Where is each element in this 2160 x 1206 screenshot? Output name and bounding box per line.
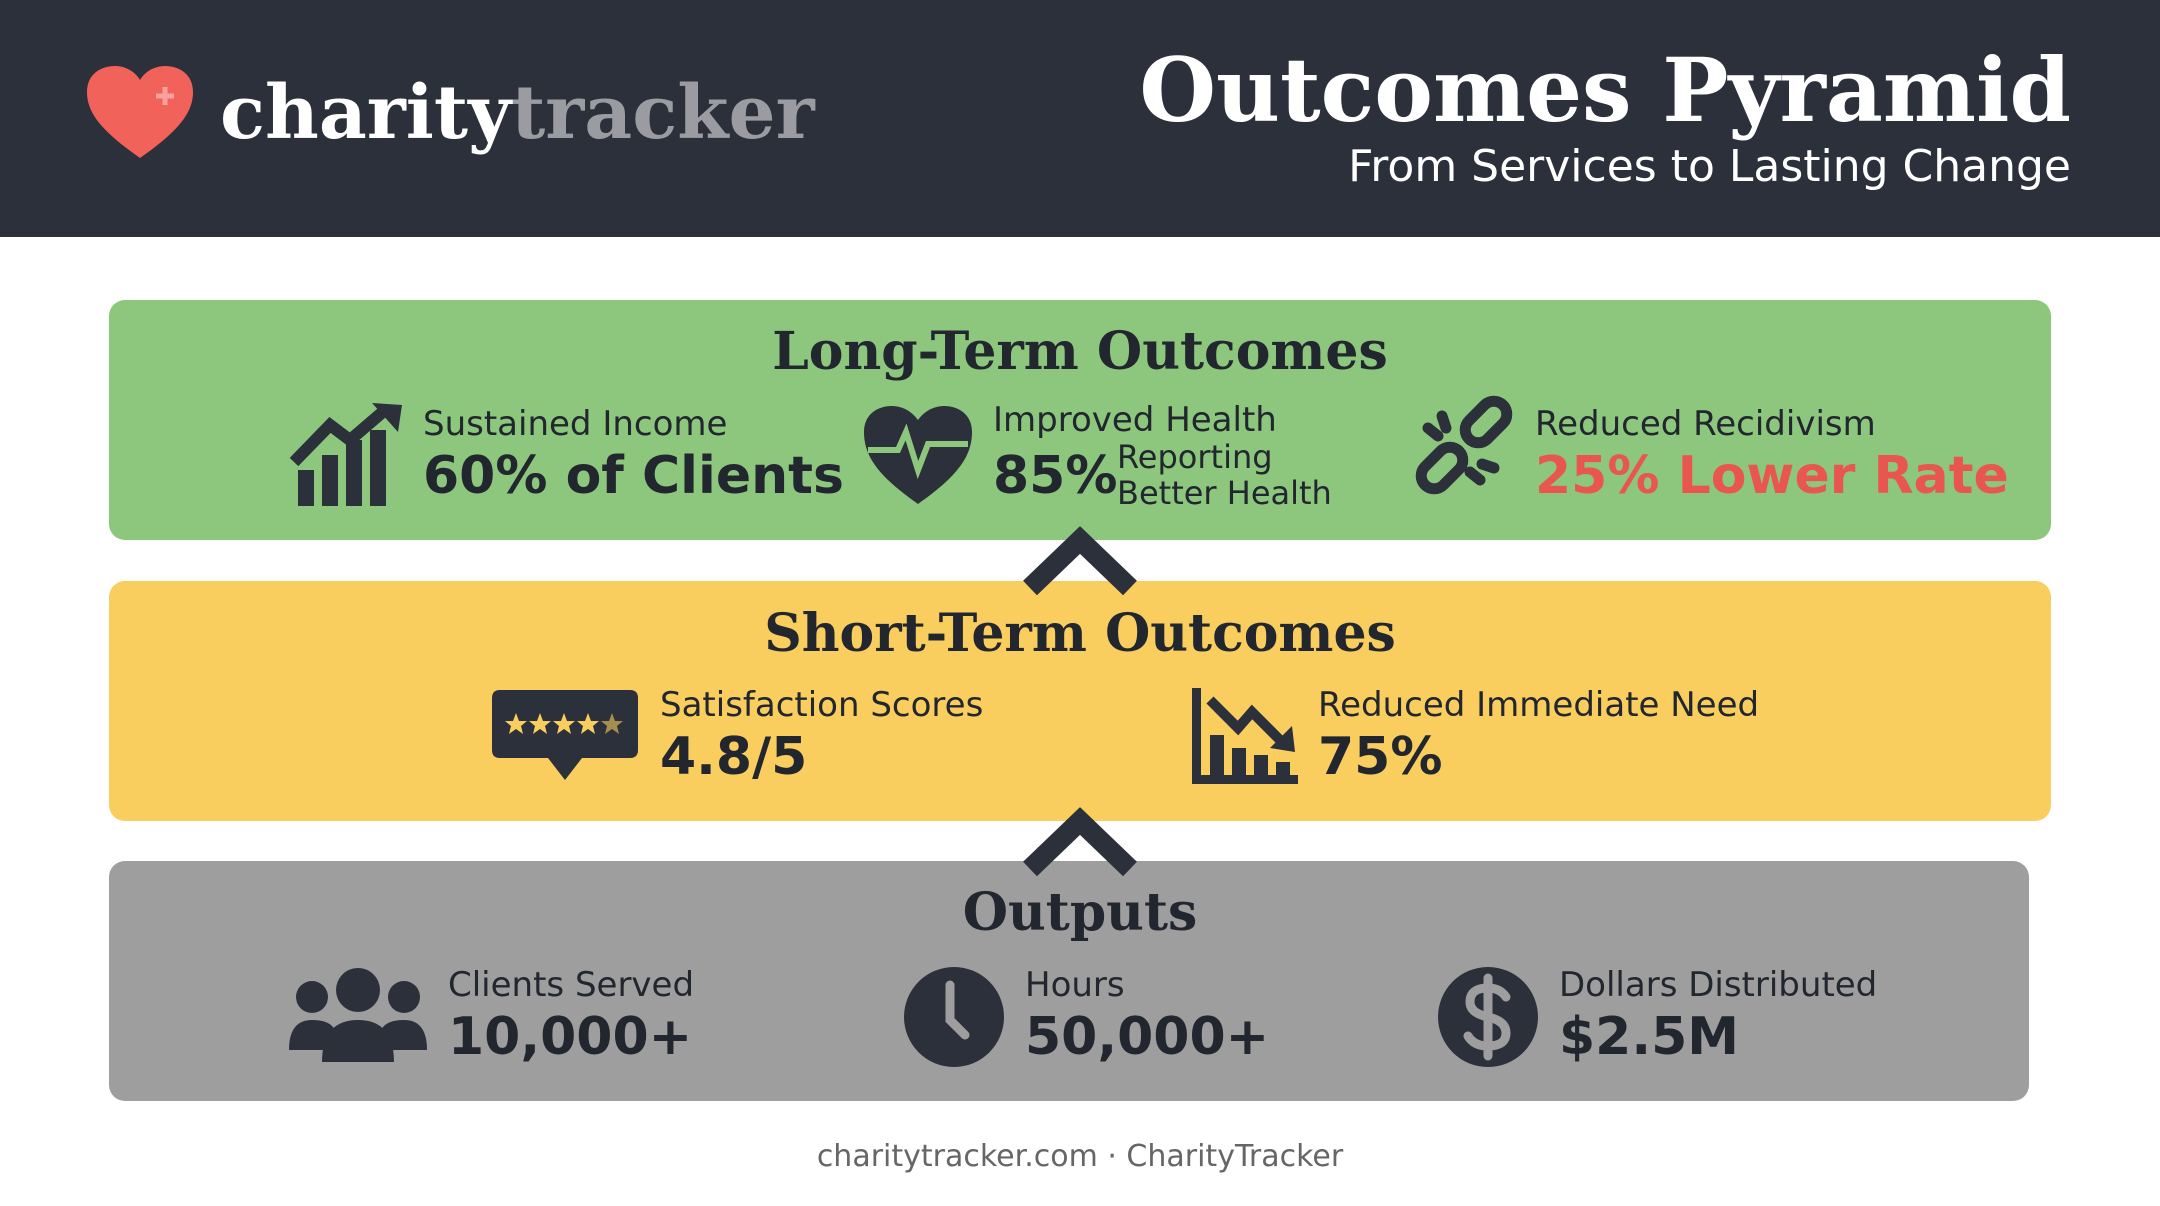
tier-band — [109, 861, 2029, 1101]
tier-title: Outputs — [963, 882, 1198, 943]
logo-part: tracker — [511, 70, 816, 156]
decline-icon — [1192, 688, 1298, 784]
item-value: $2.5M — [1559, 1007, 1739, 1067]
item-value: 10,000+ — [448, 1007, 692, 1067]
item-value: 60% of Clients — [423, 446, 844, 506]
item-value: 25% Lower Rate — [1535, 446, 2009, 506]
chevron — [1023, 807, 1137, 877]
item-label: Improved Health — [993, 400, 1277, 440]
page-title: Outcomes Pyramid — [1139, 38, 2071, 142]
page-subtitle: From Services to Lasting Change — [1348, 141, 2071, 192]
broken-chain-icon — [1415, 395, 1513, 495]
tier-band — [109, 581, 2051, 821]
item-label: Reduced Recidivism — [1535, 404, 1876, 444]
tier-title: Long-Term Outcomes — [772, 321, 1388, 382]
clock-icon — [904, 967, 1004, 1067]
people-icon — [289, 968, 427, 1062]
logo-text: charitytracker — [220, 70, 816, 156]
item-label: Hours — [1025, 965, 1125, 1005]
item-value: 85% — [993, 446, 1117, 506]
item-value: 75% — [1318, 727, 1442, 787]
growth-icon — [289, 403, 402, 506]
item-label: Sustained Income — [423, 404, 727, 444]
rating-icon — [492, 690, 638, 780]
tier-title: Short-Term Outcomes — [764, 603, 1396, 664]
item-label: Satisfaction Scores — [660, 685, 983, 725]
item-detail: Better Health — [1117, 474, 1332, 512]
item-value: 50,000+ — [1025, 1007, 1269, 1067]
footer: charitytracker.com · CharityTracker — [817, 1139, 1344, 1174]
chevron — [1023, 526, 1137, 596]
dollar-icon — [1438, 967, 1538, 1067]
logo-part: charity — [220, 70, 513, 156]
health-icon — [864, 406, 972, 504]
item-label: Dollars Distributed — [1559, 965, 1877, 1005]
tier-band — [109, 300, 2051, 540]
item-label: Clients Served — [448, 965, 694, 1005]
item-label: Reduced Immediate Need — [1318, 685, 1759, 725]
logo-plus — [156, 87, 174, 105]
item-value: 4.8/5 — [660, 727, 807, 787]
header-bar — [0, 0, 2160, 237]
item-detail: Reporting — [1117, 438, 1273, 476]
